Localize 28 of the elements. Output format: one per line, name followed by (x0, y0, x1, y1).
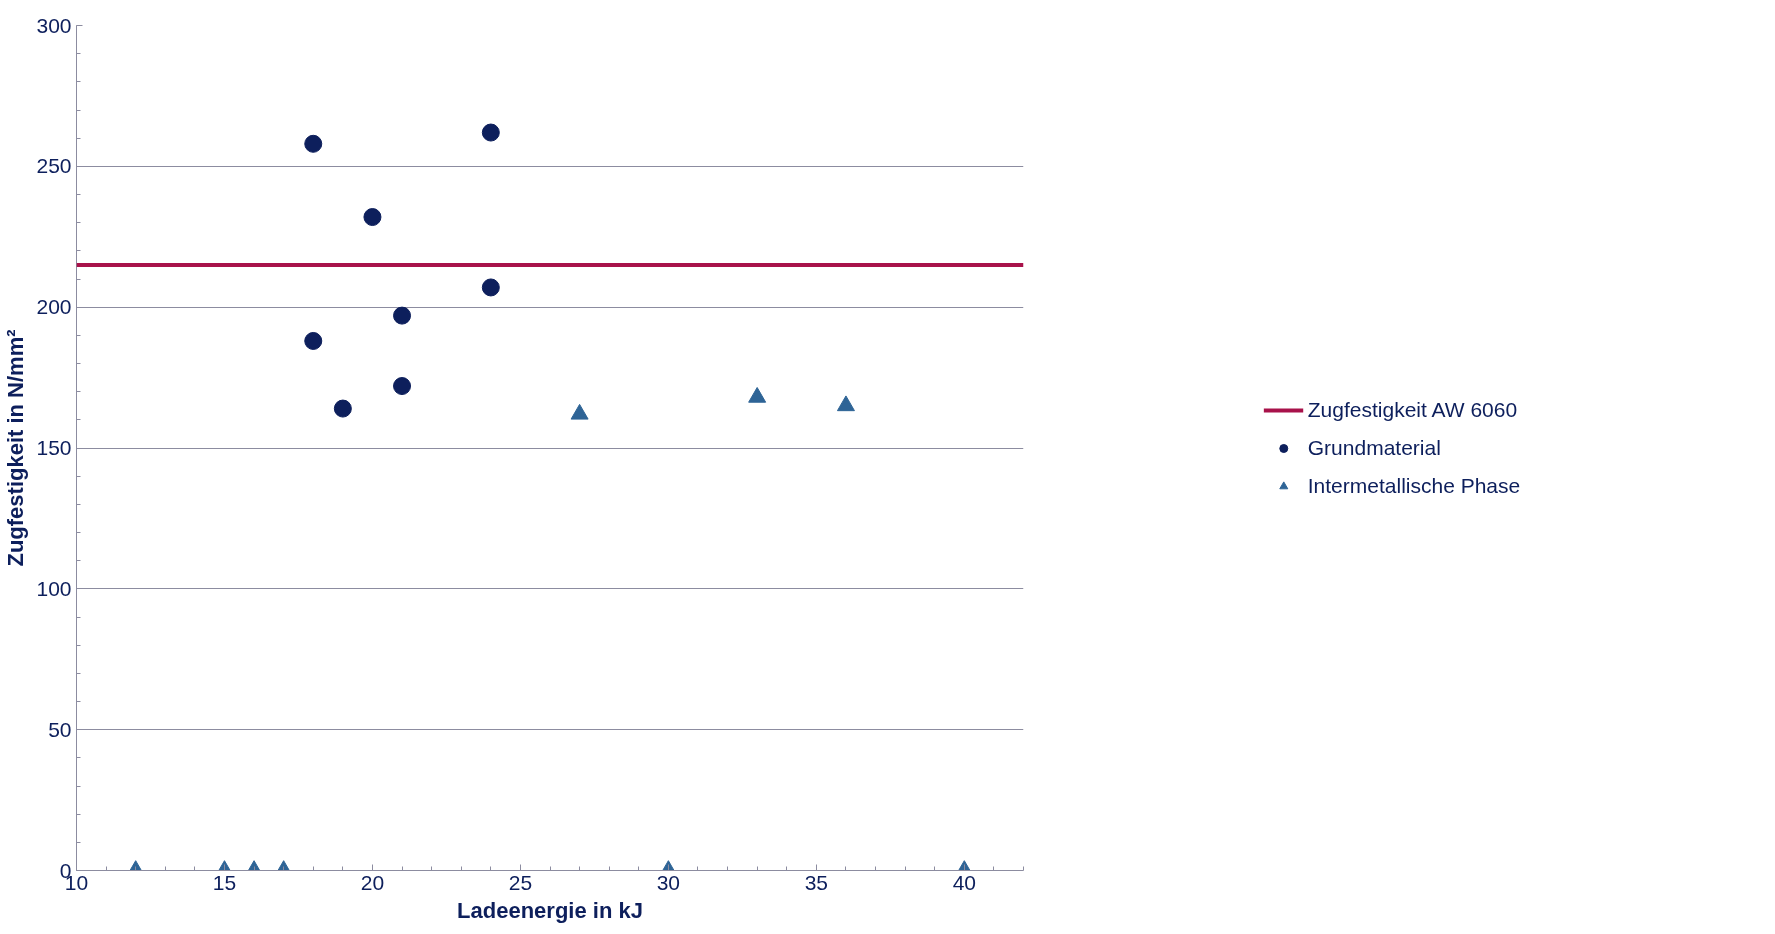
x-tick-label: 30 (656, 870, 681, 894)
y-tick-label: 200 (36, 295, 72, 319)
legend-label: Intermetallische Phase (1307, 473, 1521, 498)
point (393, 377, 412, 396)
point (333, 399, 352, 418)
point (304, 331, 323, 350)
x-tick-label: 20 (360, 870, 385, 894)
point (481, 278, 500, 297)
y-tick-label: 50 (48, 717, 72, 741)
y-tick-label: 100 (36, 576, 72, 600)
legend-label: Grundmaterial (1307, 435, 1441, 460)
y-tick-label: 300 (36, 13, 72, 37)
point (304, 134, 323, 153)
y-tick-label: 150 (36, 436, 72, 459)
point (836, 395, 855, 412)
point (363, 208, 382, 227)
x-tick-label: 40 (952, 870, 976, 894)
x-tick-label: 25 (508, 870, 533, 894)
legend-label: Zugfestigkeit AW 6060 (1307, 397, 1518, 422)
y-tick-label: 250 (36, 154, 72, 178)
x-tick-label: 35 (804, 870, 829, 894)
point (570, 403, 589, 420)
point (393, 306, 412, 325)
point (481, 123, 500, 142)
y-axis-title: Zugfestigkeit in N/mm² (3, 329, 29, 567)
x-axis-title: Ladeenergie in kJ (457, 897, 643, 923)
point (748, 386, 767, 403)
x-tick-label: 15 (212, 870, 237, 894)
